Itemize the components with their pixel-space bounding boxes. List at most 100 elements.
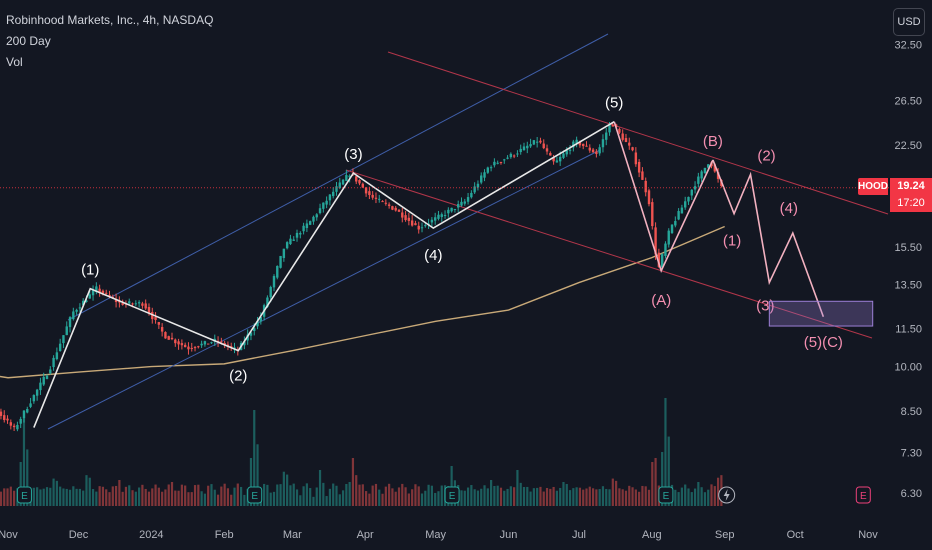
earnings-marker-label: E xyxy=(449,491,456,502)
impulse-wave-label: (4) xyxy=(424,247,442,264)
earnings-marker-box xyxy=(855,486,871,504)
candle-body xyxy=(55,352,59,360)
dividend-icon[interactable] xyxy=(718,486,736,504)
candle-body xyxy=(358,180,361,184)
volume-bar xyxy=(236,483,239,506)
candle-body xyxy=(660,254,664,268)
volume-bar xyxy=(121,491,124,506)
candle-body xyxy=(131,303,134,305)
candle-body xyxy=(371,194,374,198)
volume-bar xyxy=(677,492,680,506)
candle-body xyxy=(312,216,315,222)
candle-body xyxy=(575,139,578,144)
ma200-layer xyxy=(0,225,725,379)
volume-bar xyxy=(411,489,414,506)
impulse-wave-label: (5) xyxy=(605,95,623,112)
candle-body xyxy=(417,225,420,230)
volume-bar xyxy=(220,486,223,506)
candle-body xyxy=(384,202,388,204)
volume-bar xyxy=(75,488,78,506)
symbol-title[interactable]: Robinhood Markets, Inc., 4h, NASDAQ xyxy=(6,13,214,27)
volume-bar xyxy=(611,478,614,506)
candle-body xyxy=(489,167,493,169)
volume-bar xyxy=(588,486,591,506)
earnings-marker[interactable]: E xyxy=(444,486,460,504)
indicator-vol-label[interactable]: Vol xyxy=(6,55,23,69)
earnings-marker-box xyxy=(444,486,460,504)
earnings-marker[interactable]: E xyxy=(247,486,263,504)
candle-body xyxy=(424,225,427,227)
volume-bar xyxy=(88,477,91,506)
volume-bar xyxy=(700,487,703,506)
candle-body xyxy=(463,201,466,204)
volume-bar xyxy=(667,436,670,506)
currency-button[interactable]: USD xyxy=(893,8,925,36)
candle-body xyxy=(170,337,174,340)
volume-bar xyxy=(213,489,216,506)
candle-body xyxy=(637,161,641,173)
projection-wave-label: (3) xyxy=(756,298,774,315)
volume-bar xyxy=(167,484,170,506)
candle-body xyxy=(433,217,437,221)
volume-bar xyxy=(710,484,713,506)
indicator-ma-label[interactable]: 200 Day xyxy=(6,34,51,48)
correction-wave-label: (B) xyxy=(703,133,723,150)
volume-bar xyxy=(144,488,147,506)
candle-body xyxy=(114,299,118,303)
candle-body xyxy=(81,300,85,306)
volume-bar xyxy=(378,489,381,506)
volume-bar xyxy=(138,487,141,506)
volume-bar xyxy=(434,492,437,506)
volume-bar xyxy=(470,485,473,506)
candle-body xyxy=(407,217,411,221)
candle-body xyxy=(460,201,463,206)
candle-body xyxy=(101,290,105,294)
volume-bar xyxy=(707,489,710,506)
candle-body xyxy=(128,301,131,304)
earnings-marker[interactable]: E xyxy=(855,486,871,504)
projection-wave-label: (2) xyxy=(757,147,775,164)
volume-bar xyxy=(585,488,588,506)
candle-body xyxy=(506,157,509,159)
candle-body xyxy=(453,209,457,211)
candle-body xyxy=(299,233,302,235)
volume-bar xyxy=(690,492,693,506)
volume-bar xyxy=(536,487,539,506)
volume-bar xyxy=(463,490,466,506)
candle-body xyxy=(105,292,108,294)
candle-body xyxy=(259,317,263,322)
volume-bar xyxy=(233,487,236,506)
candle-body xyxy=(651,202,654,227)
volume-bar xyxy=(621,489,624,506)
earnings-marker[interactable]: E xyxy=(658,486,674,504)
candle-body xyxy=(318,208,322,214)
candle-body xyxy=(26,408,29,413)
y-tick-label: 7.30 xyxy=(901,448,922,460)
volume-bar xyxy=(516,470,519,506)
earnings-marker-box xyxy=(16,486,32,504)
candle-body xyxy=(32,395,36,402)
volume-bar xyxy=(526,486,529,506)
candle-body xyxy=(266,297,269,307)
candle-body xyxy=(568,149,572,151)
impulse-wave-line xyxy=(33,121,615,428)
volume-bar xyxy=(513,487,516,506)
ma200-line xyxy=(0,225,725,379)
earnings-marker[interactable]: E xyxy=(16,486,32,504)
candle-body xyxy=(618,128,621,133)
candle-body xyxy=(437,214,440,219)
volume-bar xyxy=(565,484,568,506)
candle-body xyxy=(108,294,111,297)
candle-body xyxy=(269,286,272,298)
volume-bar xyxy=(82,490,85,506)
volume-bar xyxy=(615,480,618,506)
volume-bar xyxy=(338,494,341,506)
volume-bar xyxy=(345,483,348,506)
candle-body xyxy=(391,206,394,210)
volume-bar xyxy=(226,488,230,506)
volume-bar xyxy=(460,490,463,506)
volume-bar xyxy=(713,486,716,506)
candle-body xyxy=(529,144,532,147)
